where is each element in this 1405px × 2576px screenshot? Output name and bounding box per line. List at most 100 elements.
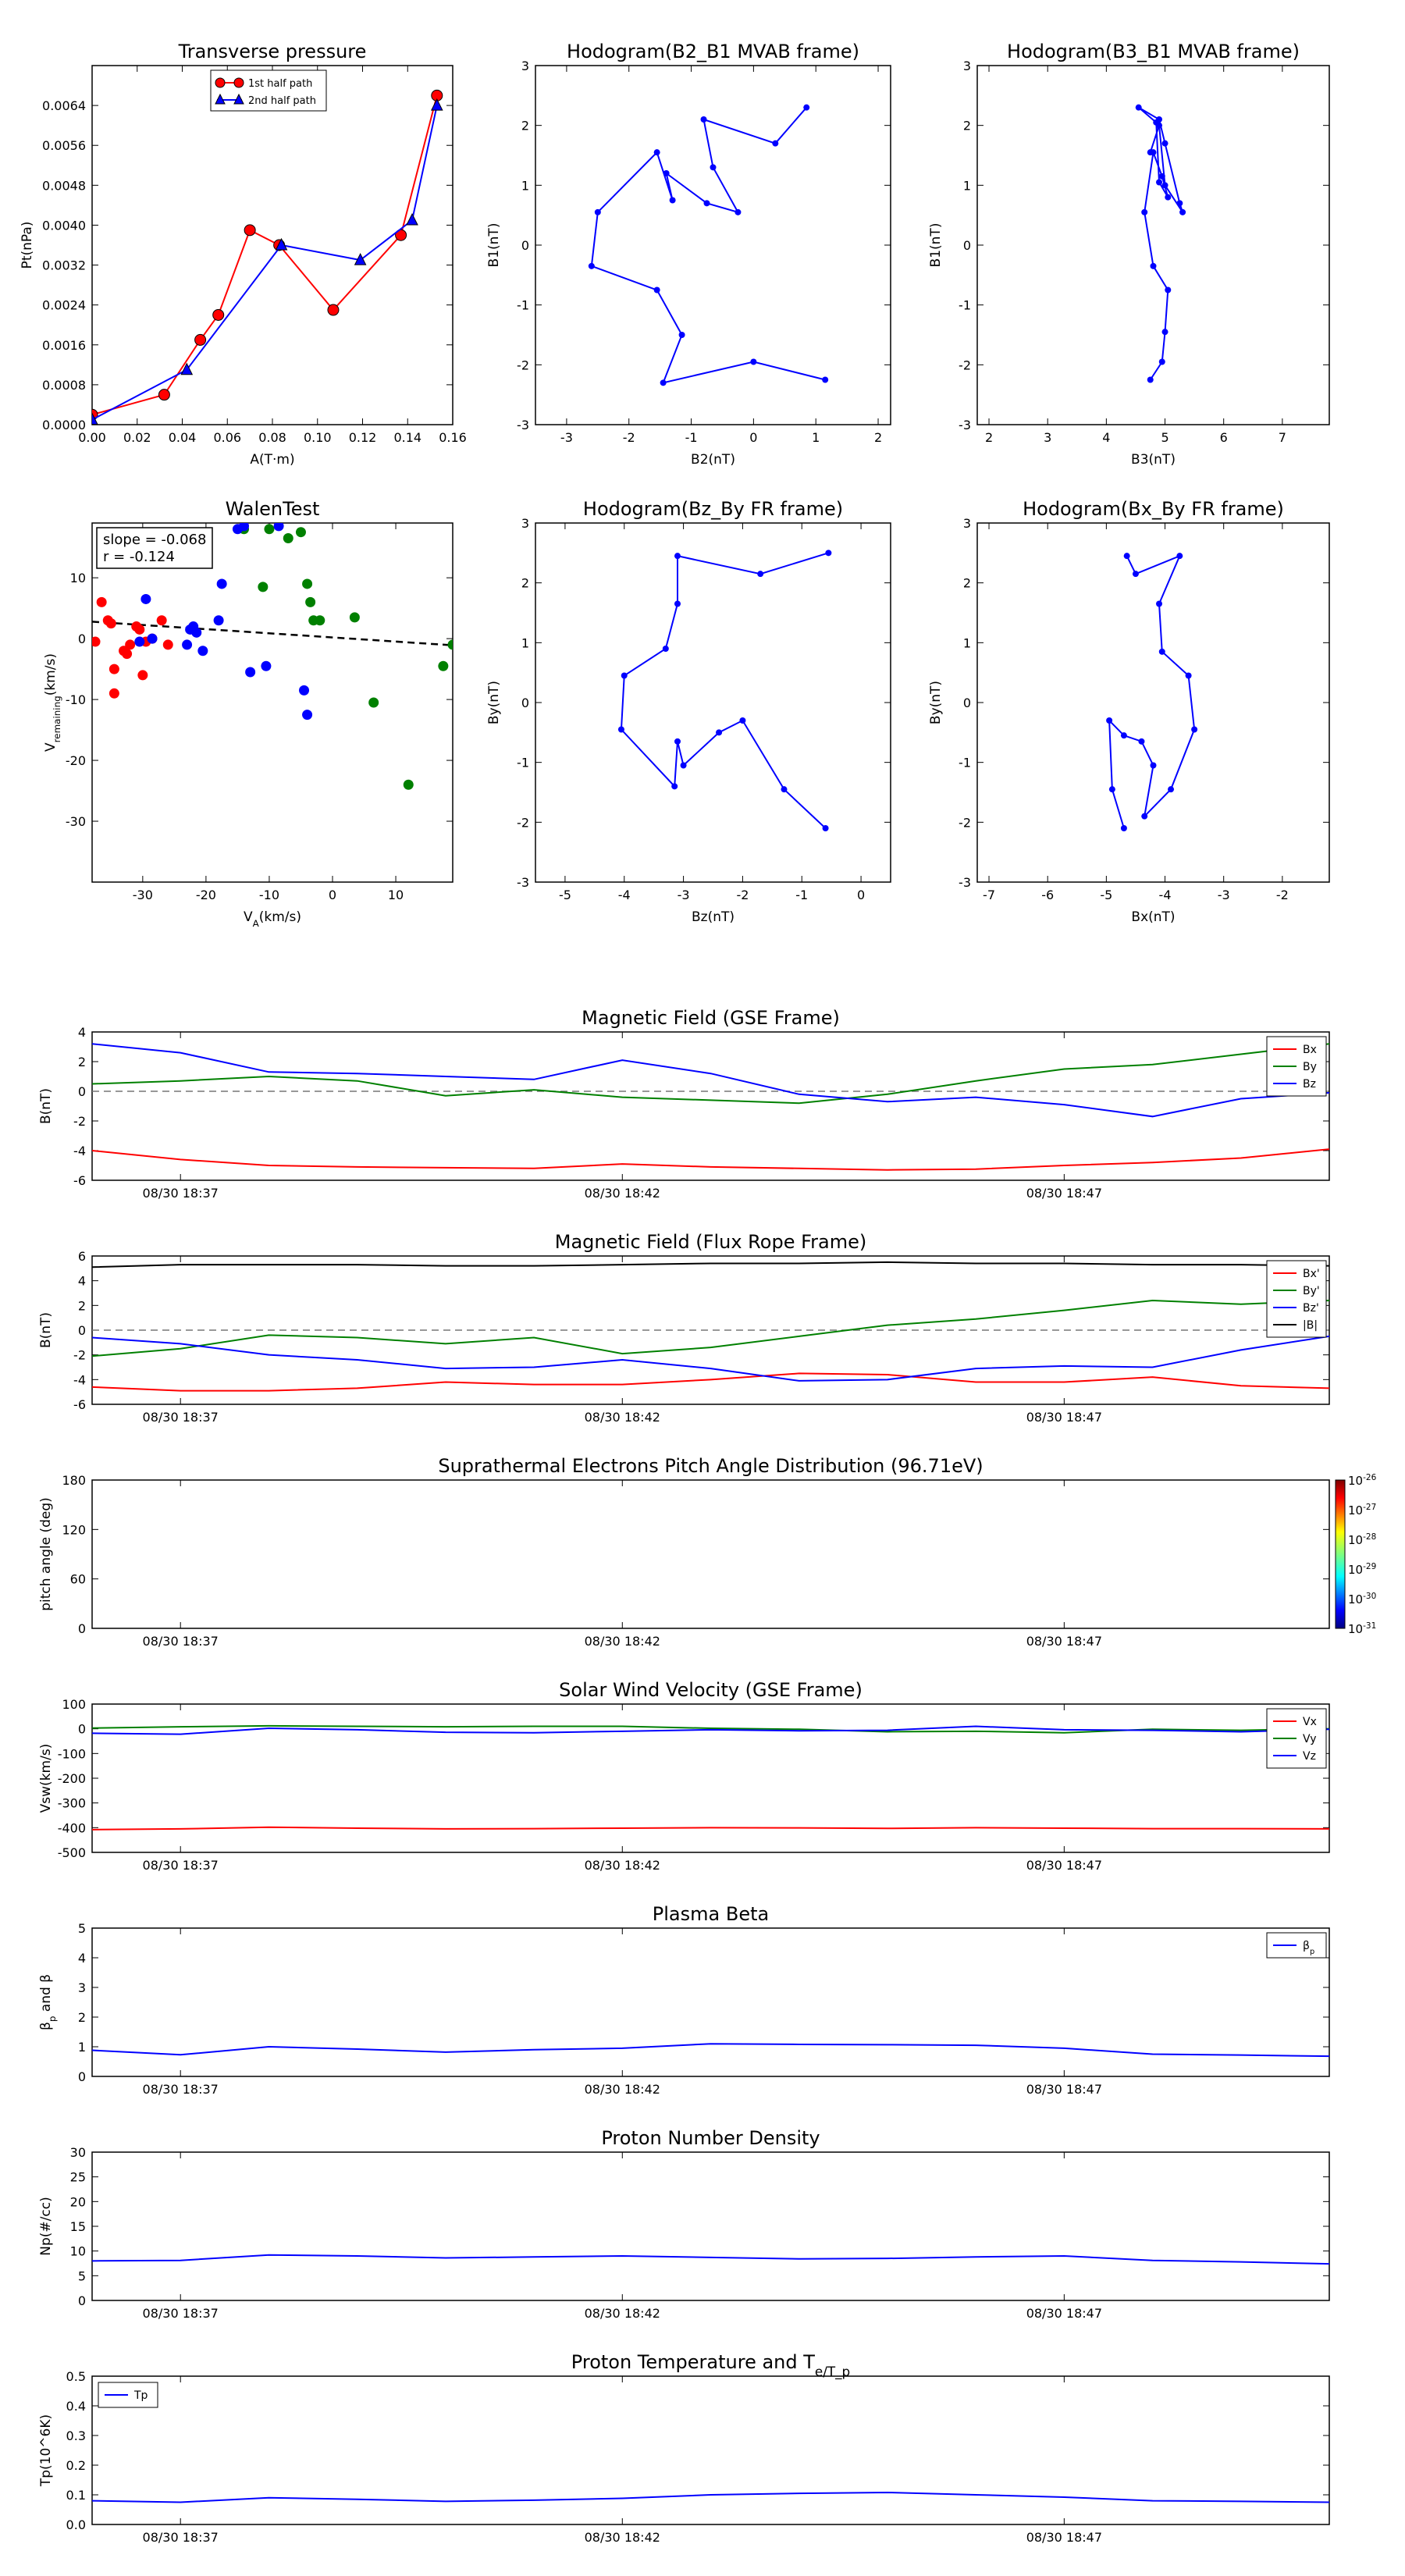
y-tick-label: 10 <box>70 2244 86 2259</box>
panel-hodo_bzby: Hodogram(Bz_By FR frame) -5 -4 -3 -2 -1 0 -3 -2 -… <box>486 498 891 925</box>
x-tick-label: 0.04 <box>169 430 197 445</box>
y-tick-label: -1 <box>517 756 529 770</box>
scatter-point <box>213 615 224 626</box>
y-tick-label: 0 <box>78 1722 86 1737</box>
scatter-point <box>147 633 158 644</box>
scatter-point <box>273 523 284 532</box>
plot-area <box>617 550 832 831</box>
data-point <box>1165 194 1172 201</box>
y-tick-label: 0.0048 <box>42 178 86 193</box>
series-line-Np <box>92 2254 1329 2265</box>
x-tick-label: -3 <box>678 888 690 902</box>
x-tick-label: -3 <box>560 430 573 445</box>
y-tick-label: 0 <box>78 1323 86 1338</box>
scatter-point <box>108 688 119 699</box>
x-tick-label: 08/30 18:47 <box>1026 1410 1102 1425</box>
panel-beta: Plasma Beta 08/30 18:37 08/30 18:42 08/30 1… <box>38 1903 1330 2097</box>
series-line-By <box>92 1299 1329 1357</box>
data-point <box>354 253 367 265</box>
y-tick-label: 0 <box>521 238 529 253</box>
x-tick-label: 5 <box>1161 430 1168 445</box>
y-tick-label: 0 <box>78 1084 86 1099</box>
y-tick-label: 4 <box>78 1274 86 1289</box>
legend-label: Bz' <box>1303 1302 1319 1315</box>
x-tick-label: -10 <box>259 888 279 902</box>
y-tick-label: 1 <box>963 178 971 193</box>
y-tick-label: 2 <box>963 119 971 133</box>
y-tick-label: 120 <box>62 1522 86 1537</box>
data-point <box>244 224 256 237</box>
data-point <box>822 825 829 831</box>
data-point <box>1150 262 1157 269</box>
y-tick-label: -300 <box>58 1796 86 1811</box>
data-point <box>158 389 170 401</box>
panel-tp_temp: Proton Temperature and Te/T_p 08/30 18:37… <box>38 2351 1330 2545</box>
x-tick-label: 08/30 18:47 <box>1026 2306 1102 2321</box>
data-point <box>653 286 660 294</box>
chart-title: Hodogram(B3_B1 MVAB frame) <box>1007 41 1300 62</box>
plot-area <box>92 1043 1329 1171</box>
x-tick-label: 0.02 <box>123 430 151 445</box>
series-line-p <box>92 2043 1329 2058</box>
legend-label: Bx' <box>1303 1268 1320 1280</box>
series-line-0 <box>620 552 829 829</box>
legend-marker <box>215 93 226 105</box>
annotation-box <box>96 527 213 569</box>
colorbar-tick-label: 10-30 <box>1348 1592 1376 1606</box>
y-tick-label: 0.0016 <box>42 338 86 353</box>
y-tick-label: -2 <box>959 358 971 372</box>
x-axis-label: VA(km/s) <box>244 909 301 929</box>
chart-title: Suprathermal Electrons Pitch Angle Distr… <box>438 1455 983 1477</box>
data-point <box>92 412 98 425</box>
legend-label: Vy <box>1303 1733 1317 1745</box>
y-tick-label: -2 <box>517 358 529 372</box>
data-point <box>674 600 681 607</box>
data-point <box>739 717 746 724</box>
x-tick-label: 6 <box>1220 430 1228 445</box>
chart-title: Proton Number Density <box>601 2127 820 2149</box>
colorbar-tick-label: 10-26 <box>1348 1473 1377 1488</box>
y-tick-label: 2 <box>78 2010 86 2025</box>
data-point <box>653 149 660 156</box>
colorbar-tick-label: 10-28 <box>1348 1532 1376 1547</box>
data-point <box>1179 208 1186 215</box>
colorbar-tick-label: 10-29 <box>1348 1562 1376 1577</box>
scatter-point <box>299 685 310 696</box>
data-point <box>194 333 207 346</box>
y-tick-label: 6 <box>78 1249 86 1264</box>
data-point <box>1158 648 1165 655</box>
series-line-2nd-half-path <box>92 105 438 421</box>
chart-title: Magnetic Field (GSE Frame) <box>582 1007 840 1029</box>
x-tick-label: 10 <box>388 888 404 902</box>
series-line-B <box>92 1261 1329 1268</box>
y-tick-label: -500 <box>58 1845 86 1860</box>
y-tick-label: 0.0024 <box>42 298 86 313</box>
x-tick-label: 08/30 18:37 <box>143 1634 219 1649</box>
y-tick-label: -3 <box>959 418 971 432</box>
y-tick-label: 5 <box>78 2268 86 2283</box>
chart-title: Transverse pressure <box>178 41 367 62</box>
data-point <box>1156 116 1163 123</box>
data-point <box>1135 104 1142 111</box>
y-tick-label: -4 <box>73 1372 86 1387</box>
plot-area <box>1106 553 1198 831</box>
chart-title: Solar Wind Velocity (GSE Frame) <box>559 1679 863 1701</box>
x-tick-label: 0.14 <box>393 430 422 445</box>
series-line-Bx <box>92 1372 1329 1392</box>
y-tick-label: 60 <box>70 1572 86 1587</box>
x-tick-label: 0.00 <box>78 430 106 445</box>
plot-frame <box>91 65 454 425</box>
scatter-point <box>239 523 250 532</box>
x-tick-label: 08/30 18:37 <box>143 2306 219 2321</box>
y-axis-label: Vsw(km/s) <box>38 1744 54 1813</box>
scatter-point <box>258 582 269 592</box>
y-tick-label: 0 <box>78 1621 86 1636</box>
x-tick-label: 08/30 18:37 <box>143 1186 219 1201</box>
y-tick-label: -6 <box>73 1397 86 1412</box>
y-tick-label: 4 <box>78 1951 86 1966</box>
x-tick-label: 08/30 18:42 <box>585 2306 660 2321</box>
x-tick-label: 08/30 18:47 <box>1026 2082 1102 2097</box>
series-line-1st-half-path <box>92 95 438 416</box>
x-tick-label: 1 <box>812 430 820 445</box>
